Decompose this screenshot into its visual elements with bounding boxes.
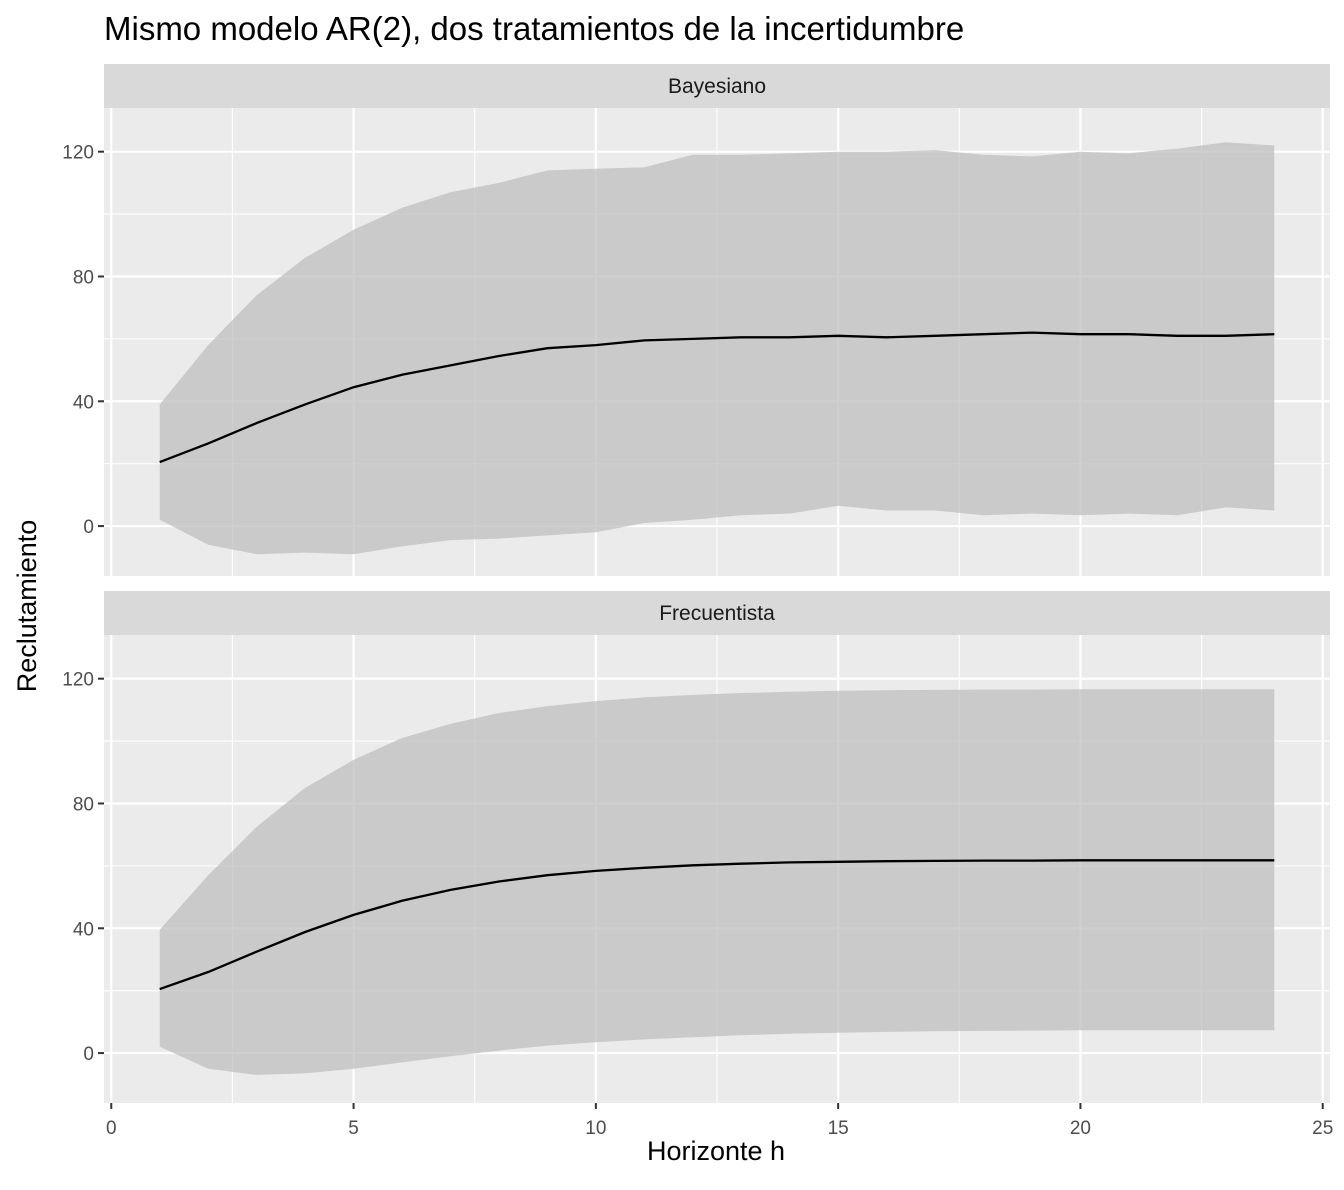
x-tick-label: 20 (1070, 1118, 1091, 1139)
x-tick-label: 15 (828, 1118, 849, 1139)
forecast-mean-line (159, 859, 1275, 991)
facet-strip-label: Bayesiano (668, 75, 766, 98)
y-tick-label: 120 (62, 670, 94, 691)
facet-panel-bayesiano: Bayesiano 0 40 80 120 (62, 64, 1330, 576)
y-tick-label: 80 (73, 267, 94, 288)
x-tick-label: 10 (585, 1118, 606, 1139)
y-tick-label: 40 (73, 919, 94, 940)
forecast-mean-line (159, 331, 1275, 464)
interval-ribbon (159, 142, 1275, 555)
facet-strip (104, 64, 1330, 108)
x-tick-label: 25 (1312, 1118, 1333, 1139)
x-tick-label: 0 (106, 1118, 117, 1139)
y-tick-label: 120 (62, 143, 94, 164)
facet-strip-label: Frecuentista (659, 602, 775, 625)
interval-ribbon (159, 689, 1275, 1075)
facet-panel-frecuentista: Frecuentista 0 40 80 120 0 5 10 15 20 25 (62, 591, 1333, 1139)
facet-strip (104, 591, 1330, 635)
facet-panels: Bayesiano 0 40 80 120 Frecuentista 0 40 80 120 0 5 1… (62, 64, 1333, 1139)
y-tick-label: 0 (83, 1044, 94, 1065)
y-tick-label: 80 (73, 794, 94, 815)
chart-title: Mismo modelo AR(2), dos tratamientos de … (104, 10, 964, 47)
x-axis-title: Horizonte h (647, 1136, 785, 1166)
y-tick-label: 0 (83, 517, 94, 538)
y-axis-title: Reclutamiento (12, 520, 42, 693)
x-tick-label: 5 (348, 1118, 359, 1139)
y-tick-label: 40 (73, 392, 94, 413)
